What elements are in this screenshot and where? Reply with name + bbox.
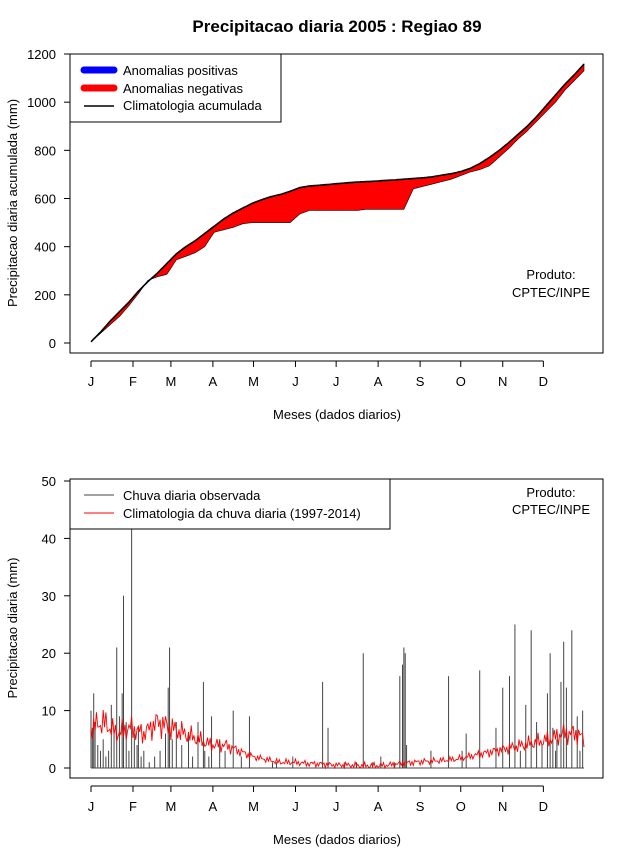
bottom-y-axis: 0 10 20 30 40 50: [42, 474, 70, 776]
bottom-month-label: D: [539, 799, 548, 814]
bottom-y-tick-label: 40: [42, 531, 56, 546]
top-y-tick-label: 800: [34, 143, 56, 158]
top-y-axis-label: Precipitacao diaria acumulada (mm): [5, 99, 20, 307]
bottom-x-axis-label: Meses (dados diarios): [273, 832, 401, 847]
top-plot-frame: [69, 53, 604, 354]
top-y-axis: 0 200 400 600 800 1000 1200: [27, 47, 70, 351]
top-month-label: N: [498, 374, 507, 389]
bottom-y-tick-label: 30: [42, 589, 56, 604]
legend-label-daily-climatology: Climatologia da chuva diaria (1997-2014): [123, 506, 361, 521]
legend-label-observed: Chuva diaria observada: [123, 488, 261, 503]
top-month-label: J: [88, 374, 95, 389]
top-month-label: D: [539, 374, 548, 389]
bottom-y-tick-label: 10: [42, 704, 56, 719]
top-month-label: F: [129, 374, 137, 389]
bottom-month-label: F: [129, 799, 137, 814]
bottom-y-tick-label: 0: [49, 761, 56, 776]
top-month-label: J: [333, 374, 340, 389]
top-month-label: A: [374, 374, 383, 389]
top-month-label: S: [416, 374, 425, 389]
bottom-month-label: J: [333, 799, 340, 814]
top-y-tick-label: 0: [49, 336, 56, 351]
bottom-product-label: Produto:: [526, 485, 575, 500]
bottom-product-source: CPTEC/INPE: [512, 502, 590, 517]
bottom-month-label: N: [498, 799, 507, 814]
bottom-month-label: A: [209, 799, 218, 814]
top-legend: Anomalias positivas Anomalias negativas …: [69, 53, 282, 123]
top-month-label: J: [292, 374, 299, 389]
bottom-month-label: S: [416, 799, 425, 814]
bottom-month-label: M: [248, 799, 259, 814]
chart-title: Precipitacao diaria 2005 : Regiao 89: [192, 17, 481, 36]
top-y-tick-label: 400: [34, 240, 56, 255]
top-x-axis-label: Meses (dados diarios): [273, 407, 401, 422]
top-y-tick-label: 1000: [27, 95, 56, 110]
top-month-label: A: [209, 374, 218, 389]
legend-label-positive: Anomalias positivas: [123, 63, 238, 78]
legend-label-climatology: Climatologia acumulada: [123, 98, 263, 113]
bottom-y-tick-label: 20: [42, 646, 56, 661]
bottom-legend: Chuva diaria observada Climatologia da c…: [69, 478, 391, 530]
observed-rain-bars: [90, 509, 584, 769]
bottom-legend-box: [69, 478, 391, 530]
top-month-label: O: [456, 374, 466, 389]
bottom-month-label: J: [88, 799, 95, 814]
bottom-month-label: M: [165, 799, 176, 814]
top-month-label: M: [248, 374, 259, 389]
top-y-tick-label: 600: [34, 192, 56, 207]
top-legend-box: [69, 53, 282, 123]
bottom-month-label: J: [292, 799, 299, 814]
top-product-label: Produto:: [526, 267, 575, 282]
bottom-y-axis-label: Precipitacao diaria (mm): [5, 558, 20, 699]
bottom-y-tick-label: 50: [42, 474, 56, 489]
bottom-month-label: A: [374, 799, 383, 814]
legend-label-negative: Anomalias negativas: [123, 81, 243, 96]
bottom-month-label: O: [456, 799, 466, 814]
daily-climatology-line: [90, 709, 585, 770]
top-y-tick-label: 1200: [27, 47, 56, 62]
top-month-label: M: [165, 374, 176, 389]
climatology-line: [90, 63, 585, 343]
top-y-tick-label: 200: [34, 288, 56, 303]
top-product-source: CPTEC/INPE: [512, 285, 590, 300]
